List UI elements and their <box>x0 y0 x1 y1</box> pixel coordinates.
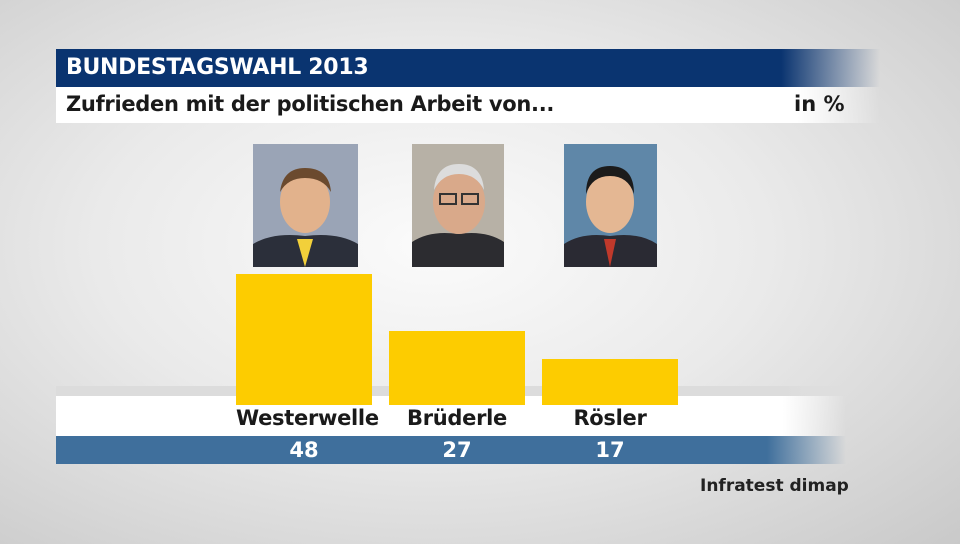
portrait-westerwelle <box>253 144 358 267</box>
category-label-westerwelle: Westerwelle <box>236 406 379 430</box>
category-label-roesler: Rösler <box>573 406 647 430</box>
source-label: Infratest dimap <box>700 476 849 496</box>
page-title: BUNDESTAGSWAHL 2013 <box>66 55 369 80</box>
subtitle-bar: Zufrieden mit der politischen Arbeit von… <box>56 87 880 123</box>
bar-roesler <box>542 359 678 405</box>
unit-label: in % <box>794 92 845 116</box>
value-label-bruederle: 27 <box>442 438 472 462</box>
value-label-westerwelle: 48 <box>289 438 319 462</box>
value-label-roesler: 17 <box>595 438 625 462</box>
portrait-bruederle <box>412 144 504 267</box>
value-band <box>56 436 846 464</box>
bar-bruederle <box>389 331 525 405</box>
title-bar: BUNDESTAGSWAHL 2013 <box>56 49 880 87</box>
bar-westerwelle <box>236 274 372 405</box>
category-label-bruederle: Brüderle <box>407 406 507 430</box>
chart-subtitle: Zufrieden mit der politischen Arbeit von… <box>66 92 555 116</box>
portrait-roesler <box>564 144 657 267</box>
